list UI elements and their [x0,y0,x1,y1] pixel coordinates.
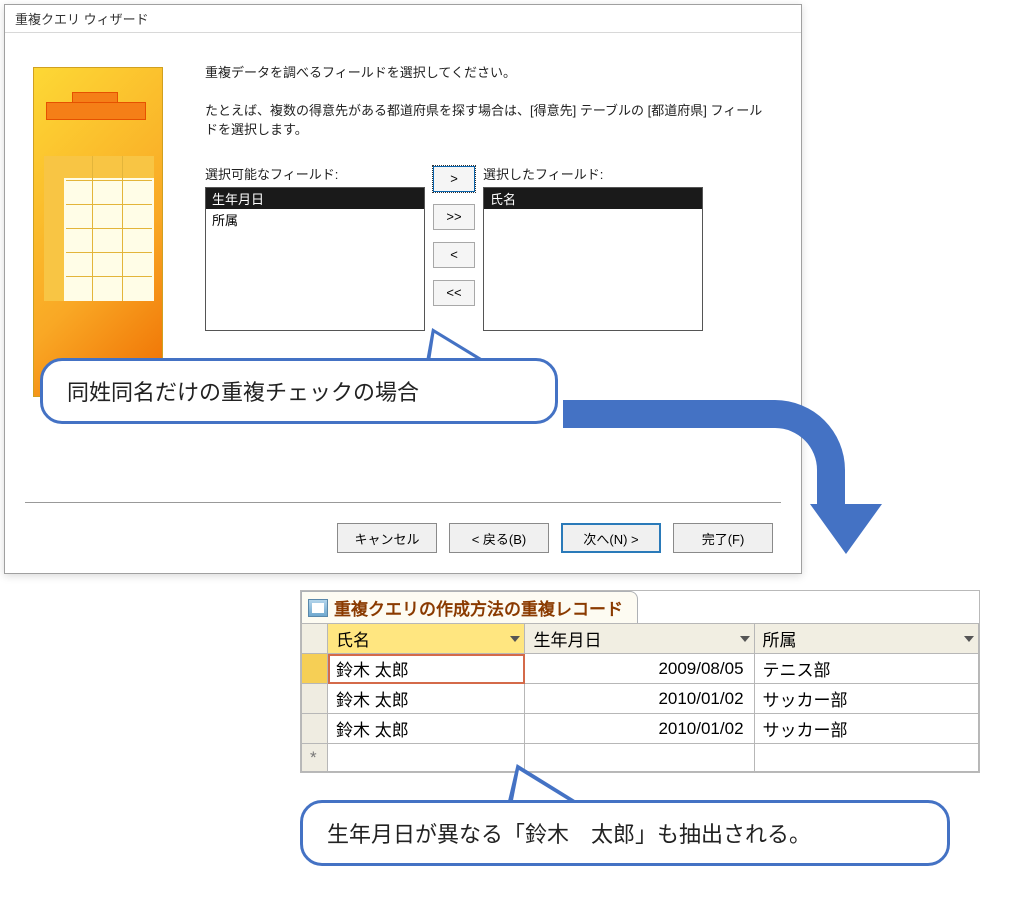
chevron-down-icon[interactable] [510,636,520,642]
table-row[interactable]: 鈴木 太郎2009/08/05テニス部 [302,654,979,684]
back-button[interactable]: < 戻る(B) [449,523,549,553]
instruction-text: 重複データを調べるフィールドを選択してください。 [205,63,773,83]
new-row-marker: * [302,744,328,772]
empty-cell[interactable] [754,744,978,772]
column-header-club[interactable]: 所属 [754,624,978,654]
cell-name[interactable]: 鈴木 太郎 [328,654,525,684]
row-selector[interactable] [302,684,328,714]
new-row[interactable]: * [302,744,979,772]
results-panel: 重複クエリの作成方法の重複レコード 氏名 生年月日 所属 鈴木 太郎2009/0… [300,590,980,773]
remove-all-button[interactable]: << [433,280,475,306]
example-text: たとえば、複数の得意先がある都道府県を探す場合は、[得意先] テーブルの [都道… [205,101,773,140]
row-selector[interactable] [302,714,328,744]
callout-same-name: 同姓同名だけの重複チェックの場合 [40,358,558,424]
cell-dob[interactable]: 2010/01/02 [525,684,754,714]
wizard-graphic [33,67,163,397]
cell-club[interactable]: テニス部 [754,654,978,684]
results-table[interactable]: 氏名 生年月日 所属 鈴木 太郎2009/08/05テニス部鈴木 太郎2010/… [301,623,979,772]
flow-arrow-icon [565,400,905,570]
move-buttons-group: > >> < << [433,166,475,306]
cell-dob[interactable]: 2010/01/02 [525,714,754,744]
selected-field-item[interactable]: 氏名 [484,188,702,209]
cell-dob[interactable]: 2009/08/05 [525,654,754,684]
dialog-title: 重複クエリ ウィザード [5,5,801,33]
results-tab[interactable]: 重複クエリの作成方法の重複レコード [301,591,979,623]
cell-club[interactable]: サッカー部 [754,714,978,744]
cell-name[interactable]: 鈴木 太郎 [328,684,525,714]
row-selector[interactable] [302,654,328,684]
cancel-button[interactable]: キャンセル [337,523,437,553]
wizard-right-pane: 重複データを調べるフィールドを選択してください。 たとえば、複数の得意先がある都… [205,63,773,331]
callout-pointer-icon [493,764,582,804]
row-selector-header [302,624,328,654]
cell-name[interactable]: 鈴木 太郎 [328,714,525,744]
datasheet-icon [308,599,328,617]
available-field-item[interactable]: 所属 [206,209,424,230]
selected-fields-listbox[interactable]: 氏名 [483,187,703,331]
field-columns: 選択可能なフィールド: 生年月日所属 > >> < << 選択したフィールド: … [205,164,773,331]
available-fields-label: 選択可能なフィールド: [205,164,425,183]
chevron-down-icon[interactable] [740,636,750,642]
selected-fields-label: 選択したフィールド: [483,164,703,183]
remove-one-button[interactable]: < [433,242,475,268]
cell-club[interactable]: サッカー部 [754,684,978,714]
callout-different-dob: 生年月日が異なる「鈴木 太郎」も抽出される。 [300,800,950,866]
results-tab-title: 重複クエリの作成方法の重複レコード [334,595,623,620]
available-field-item[interactable]: 生年月日 [206,188,424,209]
add-one-button[interactable]: > [433,166,475,192]
available-column: 選択可能なフィールド: 生年月日所属 [205,164,425,331]
table-row[interactable]: 鈴木 太郎2010/01/02サッカー部 [302,714,979,744]
available-fields-listbox[interactable]: 生年月日所属 [205,187,425,331]
selected-column: 選択したフィールド: 氏名 [483,164,703,331]
column-header-name[interactable]: 氏名 [328,624,525,654]
chevron-down-icon[interactable] [964,636,974,642]
table-row[interactable]: 鈴木 太郎2010/01/02サッカー部 [302,684,979,714]
add-all-button[interactable]: >> [433,204,475,230]
column-header-dob[interactable]: 生年月日 [525,624,754,654]
